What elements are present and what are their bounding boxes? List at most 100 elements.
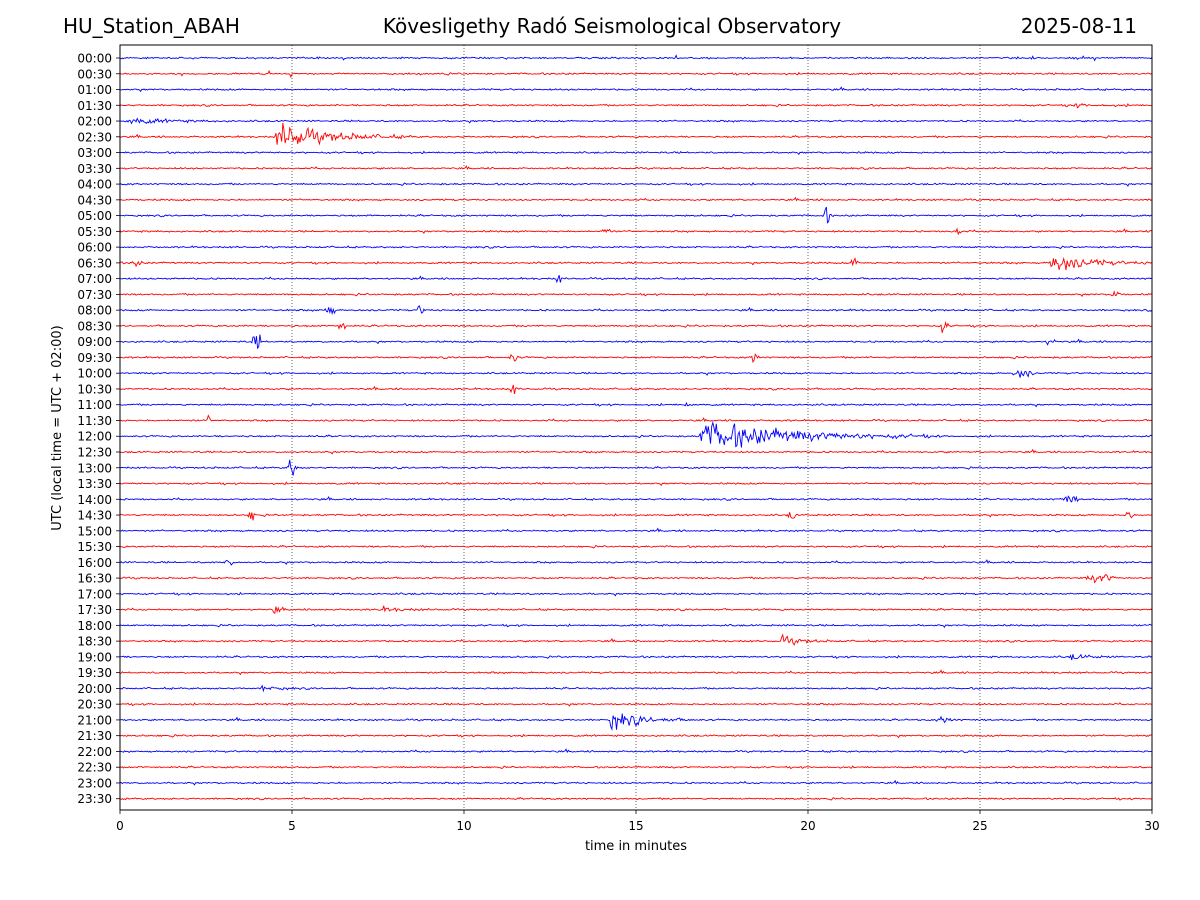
x-tick-label: 15 [628, 819, 643, 833]
y-tick-label: 11:00 [77, 398, 112, 412]
trace-1900 [119, 653, 1153, 661]
trace-1630 [119, 574, 1153, 584]
y-tick-label: 09:00 [77, 335, 112, 349]
x-axis-ticks: 0 5 10 15 20 25 30 [116, 810, 1160, 833]
trace-0030 [119, 69, 1153, 79]
y-tick-label: 00:00 [77, 52, 112, 66]
trace-1300 [119, 459, 1153, 476]
y-tick-label: 14:00 [77, 493, 112, 507]
y-tick-label: 15:00 [77, 524, 112, 538]
y-tick-label: 19:30 [77, 666, 112, 680]
y-tick-label: 07:30 [77, 288, 112, 302]
y-tick-label: 02:30 [77, 130, 112, 144]
trace-2200 [119, 748, 1153, 754]
trace-1700 [119, 591, 1153, 597]
trace-1400 [119, 495, 1153, 503]
y-tick-label: 05:00 [77, 209, 112, 223]
station-title: HU_Station_ABAH [63, 14, 240, 38]
y-tick-label: 17:00 [77, 587, 112, 601]
trace-1600 [119, 559, 1153, 566]
y-tick-label: 02:00 [77, 115, 112, 129]
x-tick-label: 30 [1144, 819, 1159, 833]
y-tick-label: 23:30 [77, 792, 112, 806]
y-tick-label: 13:30 [77, 477, 112, 491]
y-tick-label: 03:30 [77, 162, 112, 176]
trace-0930 [119, 353, 1153, 364]
trace-0130 [119, 102, 1153, 109]
y-axis-label: UTC (local time = UTC + 02:00) [50, 325, 65, 530]
trace-1530 [119, 544, 1152, 549]
y-tick-label: 04:00 [77, 178, 112, 192]
trace-0200 [119, 117, 1153, 125]
x-tick-label: 10 [456, 819, 471, 833]
trace-1030 [119, 384, 1153, 395]
trace-2330 [119, 796, 1153, 801]
trace-1800 [119, 623, 1153, 628]
y-tick-label: 19:00 [77, 650, 112, 664]
trace-1330 [119, 481, 1153, 487]
trace-2300 [119, 779, 1153, 786]
y-tick-label: 22:00 [77, 745, 112, 759]
y-tick-label: 17:30 [77, 603, 112, 617]
grid-lines [291, 45, 981, 810]
trace-0900 [119, 334, 1153, 350]
y-tick-label: 05:30 [77, 225, 112, 239]
x-tick-label: 0 [116, 819, 124, 833]
y-tick-label: 00:30 [77, 67, 112, 81]
y-tick-label: 20:00 [77, 682, 112, 696]
trace-2000 [119, 684, 1153, 693]
trace-0400 [119, 182, 1153, 187]
y-tick-label: 06:30 [77, 256, 112, 270]
trace-2030 [119, 702, 1153, 707]
date-title: 2025-08-11 [1020, 14, 1137, 38]
y-tick-label: 10:30 [77, 382, 112, 396]
observatory-title: Kövesligethy Radó Seismological Observat… [382, 14, 842, 38]
y-tick-label: 23:00 [77, 776, 112, 790]
y-tick-label: 16:00 [77, 556, 112, 570]
trace-0100 [119, 86, 1153, 93]
trace-0330 [119, 165, 1153, 170]
y-tick-label: 22:30 [77, 761, 112, 775]
y-tick-label: 12:00 [77, 430, 112, 444]
y-tick-label: 11:30 [77, 414, 112, 428]
y-tick-label: 12:30 [77, 446, 112, 460]
x-tick-label: 20 [800, 819, 815, 833]
y-tick-label: 03:00 [77, 146, 112, 160]
trace-0000 [119, 54, 1153, 62]
y-tick-label: 20:30 [77, 698, 112, 712]
y-tick-label: 21:30 [77, 729, 112, 743]
y-tick-label: 07:00 [77, 272, 112, 286]
seismic-traces [119, 54, 1153, 801]
trace-0530 [119, 227, 1153, 236]
trace-0830 [119, 320, 1153, 333]
y-tick-label: 18:30 [77, 635, 112, 649]
y-tick-label: 09:30 [77, 351, 112, 365]
y-tick-label: 16:30 [77, 572, 112, 586]
trace-1200 [119, 420, 1153, 448]
y-tick-label: 10:00 [77, 367, 112, 381]
y-tick-label: 21:00 [77, 713, 112, 727]
trace-0700 [119, 275, 1153, 284]
y-tick-label: 08:30 [77, 319, 112, 333]
trace-0630 [119, 256, 1153, 271]
trace-0500 [119, 206, 1153, 224]
trace-1500 [119, 527, 1153, 533]
y-tick-label: 08:00 [77, 304, 112, 318]
y-tick-label: 06:00 [77, 241, 112, 255]
trace-2230 [119, 765, 1153, 770]
y-tick-label: 01:00 [77, 83, 112, 97]
trace-2100 [119, 713, 1153, 731]
trace-0600 [119, 245, 1153, 250]
trace-1100 [119, 401, 1153, 408]
y-tick-label: 04:30 [77, 193, 112, 207]
trace-0300 [119, 150, 1153, 156]
trace-1000 [119, 370, 1153, 378]
trace-1430 [119, 511, 1153, 521]
trace-0730 [119, 290, 1153, 298]
trace-1230 [119, 448, 1153, 455]
trace-0800 [119, 305, 1153, 316]
trace-1130 [119, 414, 1153, 423]
trace-0430 [119, 196, 1153, 202]
